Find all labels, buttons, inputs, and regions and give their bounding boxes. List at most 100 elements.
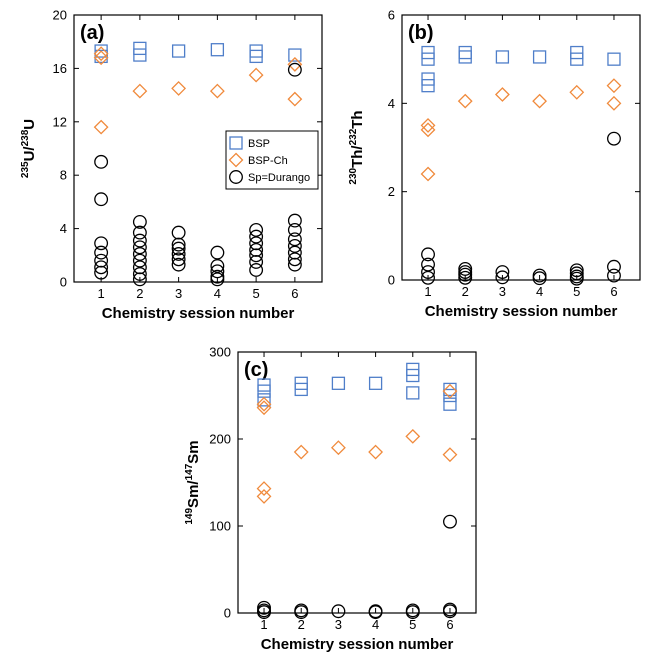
data-point-diamond [457, 93, 473, 109]
data-point-circle [94, 265, 109, 280]
y-tick-label: 100 [209, 519, 231, 534]
data-point-circle [607, 131, 621, 146]
data-point-circle [421, 265, 435, 280]
data-point-circle [495, 270, 510, 285]
data-point-circle [287, 257, 302, 272]
legend-label: Sp=Durango [248, 172, 310, 184]
data-point-circle [94, 260, 109, 275]
x-tick-label: 2 [462, 284, 469, 299]
data-point-diamond [420, 117, 436, 133]
y-axis-label: 230Th/232Th [348, 110, 366, 184]
data-point-square [406, 368, 420, 383]
data-point-circle [94, 154, 109, 169]
data-point-circle [287, 252, 302, 267]
data-point-diamond [405, 428, 421, 444]
x-tick-label: 5 [573, 284, 580, 299]
data-point-circle [171, 257, 186, 272]
data-point-circle [331, 604, 346, 619]
data-point-circle [132, 267, 147, 281]
panel-b: 1 2 3 4 5 6 0 2 4 6 Chemistry session number 230Th/… [348, 8, 641, 320]
data-point-diamond [93, 119, 109, 135]
panel-label: (a) [80, 22, 104, 44]
y-tick-label: 4 [60, 221, 67, 236]
data-point-circle [495, 265, 510, 280]
data-point-square [570, 52, 584, 66]
panel-c: 1 2 3 4 5 6 0 100 200 300 Chemistry session number… [184, 345, 477, 653]
data-point-circle [249, 229, 264, 244]
data-point-circle [443, 604, 457, 619]
data-point-circle [249, 222, 264, 237]
data-point-circle [294, 605, 309, 620]
y-tick-label: 6 [388, 8, 395, 23]
data-point-circle [132, 272, 147, 287]
data-point-circle [287, 213, 302, 228]
data-point-square [458, 45, 472, 60]
data-point-square [443, 388, 457, 403]
data-point-circle [132, 214, 147, 229]
data-point-circle [607, 268, 621, 283]
data-point-diamond [287, 91, 303, 107]
data-point-diamond [606, 78, 622, 94]
data-point-diamond [171, 81, 187, 96]
data-point-diamond [132, 83, 148, 99]
y-tick-label: 12 [53, 114, 67, 129]
data-point-circle [132, 253, 147, 268]
legend: BSP BSP-Ch Sp=Durango [225, 130, 319, 190]
x-tick-label: 4 [214, 286, 221, 301]
y-tick-label: 4 [388, 96, 395, 111]
x-tick-label: 1 [260, 617, 267, 632]
data-point-circle [171, 252, 186, 267]
legend-label: BSP-Ch [248, 155, 288, 167]
data-point-square [443, 397, 457, 411]
data-point-circle [249, 248, 264, 263]
x-tick-label: 5 [409, 617, 416, 632]
data-point-circle [132, 247, 147, 261]
x-tick-label: 6 [610, 284, 617, 299]
panel-label: (b) [408, 22, 434, 44]
series-bsp [421, 45, 621, 93]
plot-frame [401, 14, 641, 281]
series-bsp_ch [93, 46, 303, 135]
data-point-circle [257, 605, 271, 620]
y-tick-label: 0 [60, 275, 67, 290]
data-point-circle [171, 237, 186, 252]
data-point-diamond [494, 87, 510, 102]
x-tick-label: 6 [291, 286, 298, 301]
data-point-square [368, 376, 383, 390]
x-tick-label: 3 [335, 617, 342, 632]
data-point-diamond [256, 396, 272, 412]
data-point-diamond [256, 400, 272, 416]
data-point-diamond [287, 56, 303, 72]
data-point-square [249, 49, 263, 64]
series-spike [257, 514, 457, 620]
data-point-circle [249, 255, 264, 269]
y-tick-label: 0 [388, 273, 395, 288]
data-point-diamond [93, 50, 109, 66]
x-tick-label: 2 [136, 286, 143, 301]
x-axis-label: Chemistry session number [102, 305, 295, 322]
data-point-circle [569, 271, 584, 286]
data-point-circle [132, 225, 147, 240]
data-point-square [249, 44, 263, 58]
data-point-circle [210, 245, 225, 260]
x-tick-label: 1 [98, 286, 105, 301]
data-point-square [133, 48, 147, 62]
data-point-circle [443, 514, 457, 529]
data-point-diamond [442, 383, 458, 399]
y-tick-label: 300 [209, 345, 231, 360]
x-tick-label: 6 [446, 617, 453, 632]
x-tick-label: 5 [253, 286, 260, 301]
data-point-square [421, 52, 435, 66]
data-point-circle [458, 270, 473, 285]
data-point-circle [132, 240, 147, 255]
data-point-diamond [420, 166, 436, 182]
panel-label: (c) [244, 359, 268, 381]
data-point-circle [249, 263, 264, 277]
legend-marker-diamond [228, 152, 244, 168]
data-point-diamond [569, 84, 585, 100]
series-bsp [94, 41, 302, 64]
data-point-circle [287, 239, 302, 253]
y-axis-label: 149Sm/147Sm [184, 440, 202, 524]
